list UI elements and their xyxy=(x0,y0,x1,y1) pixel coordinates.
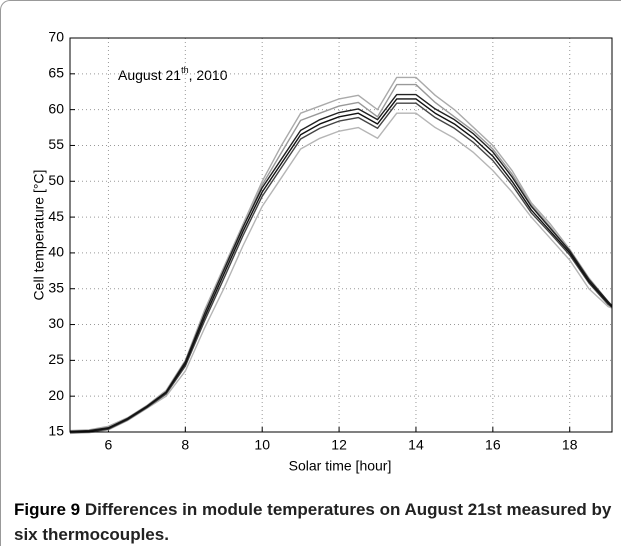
y-tick-label: 25 xyxy=(48,351,64,367)
y-tick-label: 20 xyxy=(48,387,64,403)
series-line xyxy=(69,102,613,434)
y-tick-label: 55 xyxy=(48,136,64,152)
caption-text: Differences in module temperatures on Au… xyxy=(14,500,612,544)
y-tick-label: 50 xyxy=(48,172,64,188)
y-tick-label: 45 xyxy=(48,208,64,224)
y-tick-label: 40 xyxy=(48,244,64,260)
y-tick-label: 65 xyxy=(48,65,64,81)
annotation-text: August 21 xyxy=(118,67,181,83)
caption-label: Figure 9 xyxy=(14,500,81,519)
x-tick-label: 18 xyxy=(562,437,578,453)
x-tick-label: 14 xyxy=(408,437,424,453)
x-axis-label: Solar time [hour] xyxy=(289,458,392,474)
x-tick-label: 8 xyxy=(181,437,189,453)
chart: August 21th, 2010 Solar time [hour] Cell… xyxy=(31,29,613,474)
plot-frame xyxy=(69,37,613,433)
y-tick-label: 60 xyxy=(48,100,64,116)
y-tick-label: 35 xyxy=(48,279,64,295)
x-tick-label: 16 xyxy=(485,437,501,453)
series-line xyxy=(69,98,613,433)
annotation-suffix: , 2010 xyxy=(189,67,228,83)
series-line xyxy=(69,112,613,435)
y-tick-label: 70 xyxy=(48,29,64,45)
y-axis-label: Cell temperature [°C] xyxy=(31,170,47,301)
caption: Figure 9 Differences in module temperatu… xyxy=(14,497,614,547)
y-tick-label: 15 xyxy=(48,423,64,439)
y-tick-label: 30 xyxy=(48,315,64,331)
x-tick-label: 6 xyxy=(105,437,113,453)
x-tick-label: 12 xyxy=(331,437,347,453)
x-tick-label: 10 xyxy=(254,437,270,453)
series-line xyxy=(69,83,613,432)
series-line xyxy=(69,76,613,432)
